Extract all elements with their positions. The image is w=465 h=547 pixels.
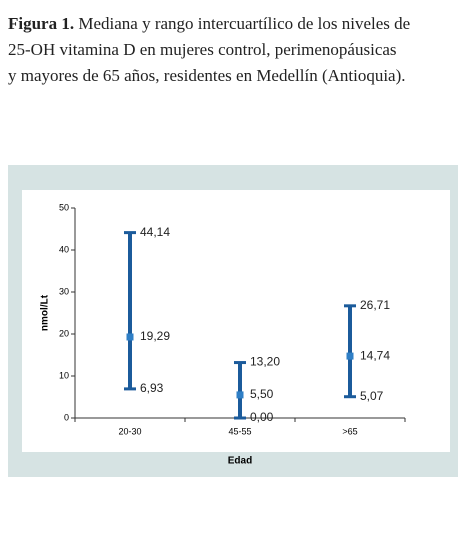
y-axis-label: nmol/Lt [40, 294, 51, 331]
y-tick-label: 40 [59, 244, 69, 254]
value-label: 44,14 [140, 225, 170, 239]
x-tick-label: 45-55 [228, 426, 251, 436]
median-marker [126, 333, 134, 341]
y-tick-label: 0 [64, 412, 69, 422]
caption-line: Figura 1. Mediana y rango intercuartílic… [8, 14, 410, 34]
x-tick-label: >65 [342, 426, 357, 436]
value-label: 5,07 [360, 389, 384, 403]
page: Figura 1. Mediana y rango intercuartílic… [8, 14, 458, 477]
x-axis-label: Edad [228, 456, 252, 467]
caption-text: 25-OH vitamina D en mujeres control, per… [8, 40, 397, 59]
y-tick-label: 30 [59, 286, 69, 296]
value-label: 6,93 [140, 381, 164, 395]
y-tick-label: 10 [59, 370, 69, 380]
caption-label: Figura 1. [8, 14, 75, 33]
y-tick-label: 20 [59, 328, 69, 338]
caption-text: y mayores de 65 años, residentes en Mede… [8, 66, 406, 85]
value-label: 5,50 [250, 387, 274, 401]
value-label: 0,00 [250, 410, 274, 424]
value-label: 13,20 [250, 355, 280, 369]
plot-area [22, 190, 450, 452]
chart: nmol/Lt Edad 0 10 20 30 40 50 20-30 44,14 19,29 6… [8, 165, 458, 477]
value-label: 19,29 [140, 329, 170, 343]
value-label: 26,71 [360, 298, 390, 312]
y-tick-label: 50 [59, 202, 69, 212]
median-marker [346, 352, 354, 360]
x-tick-label: 20-30 [118, 426, 141, 436]
caption-text: Mediana y rango intercuartílico de los n… [78, 14, 411, 33]
median-marker [236, 391, 244, 399]
value-label: 14,74 [360, 348, 390, 362]
